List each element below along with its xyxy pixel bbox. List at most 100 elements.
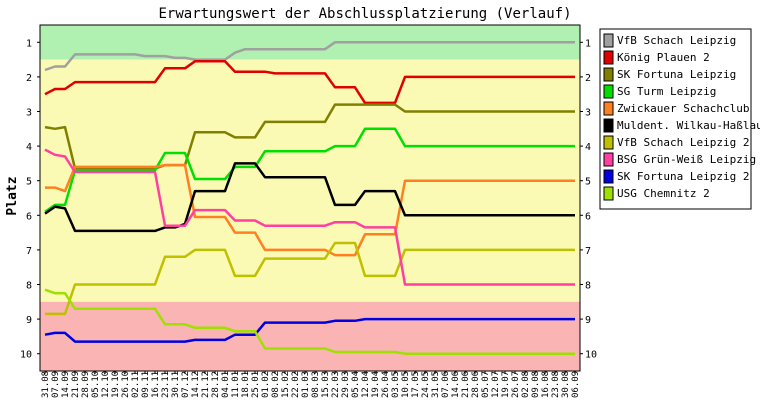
x-tick-label: 14.12 — [191, 371, 201, 398]
legend-swatch — [603, 33, 614, 48]
legend-swatch — [603, 84, 614, 99]
x-tick-label: 31.08 — [41, 371, 51, 398]
x-tick-label: 04.01 — [221, 371, 231, 398]
x-tick-label: 10.05 — [401, 371, 411, 398]
x-tick-label: 06.09 — [571, 371, 581, 398]
x-tick-label: 19.07 — [501, 371, 511, 398]
x-tick-label: 08.02 — [271, 371, 281, 398]
legend-label: USG Chemnitz 2 — [617, 187, 710, 200]
x-tick-label: 30.08 — [561, 371, 571, 398]
x-tick-label: 02.11 — [131, 371, 141, 398]
x-tick-label: 07.06 — [441, 371, 451, 398]
x-tick-label: 14.06 — [451, 371, 461, 398]
y-tick-label-right: 3 — [585, 108, 591, 119]
legend-label: BSG Grün-Weiß Leipzig — [617, 153, 756, 166]
legend-label: SK Fortuna Leipzig 2 — [617, 170, 749, 183]
x-tick-label: 30.11 — [171, 371, 181, 398]
legend-label: VfB Schach Leipzig 2 — [617, 136, 749, 149]
x-tick-label: 07.12 — [181, 371, 191, 398]
x-tick-label: 19.10 — [111, 371, 121, 398]
x-tick-label: 23.08 — [551, 371, 561, 398]
legend: VfB Schach Leipzig König Plauen 2 SK Fortu… — [599, 28, 760, 210]
x-tick-label: 22.02 — [291, 371, 301, 398]
x-tick-label: 21.12 — [201, 371, 211, 398]
x-tick-label: 16.08 — [541, 371, 551, 398]
y-tick-label-left: 1 — [26, 38, 32, 49]
y-tick-label-left: 4 — [26, 142, 32, 153]
legend-swatch — [603, 118, 614, 133]
x-tick-label: 12.07 — [491, 371, 501, 398]
series-line-9 — [44, 317, 575, 343]
x-tick-label: 21.09 — [71, 371, 81, 398]
x-tick-label: 01.03 — [301, 371, 311, 398]
y-tick-label-right: 7 — [585, 246, 591, 257]
y-tick-label-right: 6 — [585, 211, 591, 222]
y-axis-label: Platz — [5, 176, 20, 215]
x-ticks: 31.08 07.09 14.09 21.09 28.09 05.10 12.10 19.10… — [41, 371, 581, 398]
x-tick-label: 25.01 — [251, 371, 261, 398]
chart-title: Erwartungswert der Abschlussplatzierung … — [158, 6, 571, 22]
x-tick-label: 21.06 — [461, 371, 471, 398]
y-left-ticks: 1 2 3 4 5 6 7 8 9 10 — [20, 38, 40, 361]
y-right-ticks: 1 2 3 4 5 6 7 8 9 10 — [580, 38, 597, 361]
y-tick-label-right: 2 — [585, 73, 591, 84]
x-tick-label: 24.05 — [421, 371, 431, 398]
y-tick-label-left: 2 — [26, 73, 32, 84]
series-line-5 — [45, 163, 575, 257]
x-tick-label: 28.09 — [81, 371, 91, 398]
legend-label: Muldent. Wilkau-Haßlau — [617, 119, 760, 132]
x-tick-label: 01.02 — [261, 371, 271, 398]
x-tick-label: 26.10 — [121, 371, 131, 398]
series-layer — [44, 41, 575, 355]
legend-swatch — [603, 135, 614, 150]
x-tick-label: 18.01 — [241, 371, 251, 398]
legend-label: SK Fortuna Leipzig — [617, 68, 736, 81]
legend-label: Zwickauer Schachclub — [617, 102, 749, 115]
series-line-6 — [44, 162, 575, 233]
x-tick-label: 23.11 — [161, 371, 171, 398]
y-tick-label-right: 5 — [585, 177, 591, 188]
series-line-8 — [44, 148, 575, 286]
x-tick-label: 12.04 — [361, 371, 371, 398]
y-tick-label-left: 5 — [26, 177, 32, 188]
x-tick-label: 29.03 — [341, 371, 351, 398]
series-line-3 — [44, 103, 575, 170]
series-line-10 — [44, 288, 575, 355]
legend-box — [599, 28, 752, 210]
legend-swatch — [603, 50, 614, 65]
x-tick-label: 05.04 — [351, 371, 361, 398]
legend-label: König Plauen 2 — [617, 51, 710, 64]
y-tick-label-left: 6 — [26, 211, 32, 222]
x-tick-label: 11.01 — [231, 371, 241, 398]
y-tick-label-right: 9 — [585, 315, 591, 326]
legend-swatch — [603, 169, 614, 184]
series-line-1 — [44, 41, 575, 72]
legend-swatch — [603, 67, 614, 82]
x-tick-label: 14.09 — [61, 371, 71, 398]
y-tick-label-left: 9 — [26, 315, 32, 326]
x-tick-label: 22.03 — [331, 371, 341, 398]
legend-swatch — [603, 152, 614, 167]
x-tick-label: 31.05 — [431, 371, 441, 398]
x-tick-label: 09.11 — [141, 371, 151, 398]
x-tick-label: 03.05 — [391, 371, 401, 398]
y-tick-label-left: 8 — [26, 281, 32, 292]
plot-frame — [39, 24, 581, 372]
legend-swatch — [603, 186, 614, 201]
x-tick-label: 07.09 — [51, 371, 61, 398]
x-tick-label: 09.08 — [531, 371, 541, 398]
x-tick-label: 16.11 — [151, 371, 161, 398]
x-tick-label: 19.04 — [371, 371, 381, 398]
x-tick-label: 12.10 — [101, 371, 111, 398]
x-tick-label: 28.12 — [211, 371, 221, 398]
series-line-4 — [44, 127, 575, 213]
y-tick-label-right: 4 — [585, 142, 591, 153]
y-tick-label-left: 3 — [26, 108, 32, 119]
x-tick-label: 05.10 — [91, 371, 101, 398]
y-tick-label-right: 8 — [585, 281, 591, 292]
band-red — [40, 301, 580, 371]
x-tick-label: 28.06 — [471, 371, 481, 398]
series-line-2 — [44, 60, 575, 105]
